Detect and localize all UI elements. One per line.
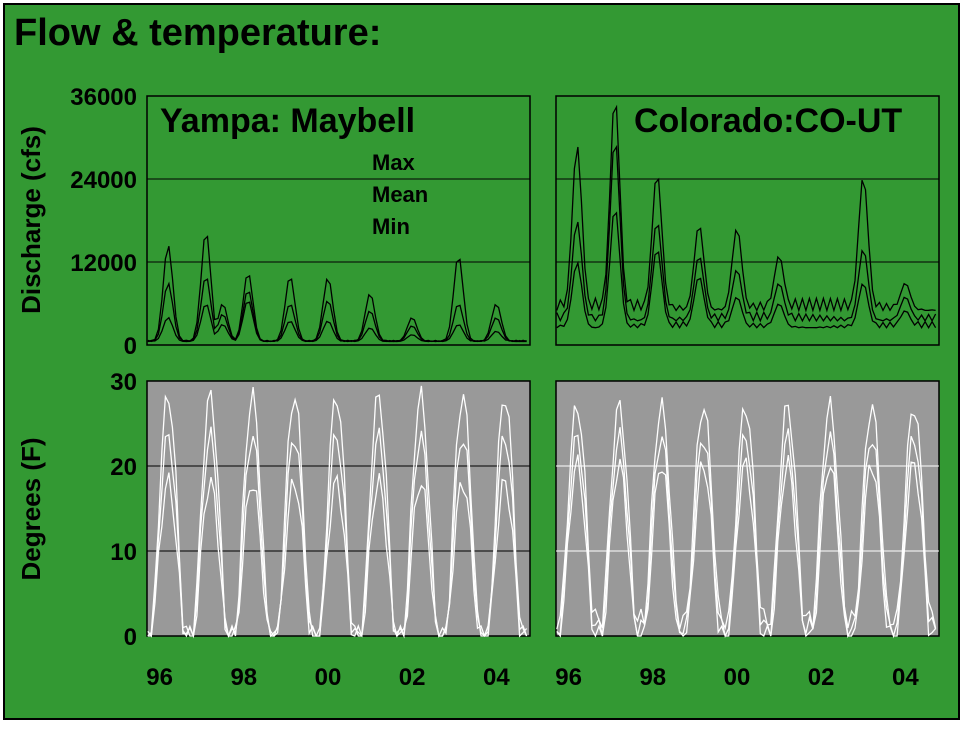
x-tick-label: 02 <box>808 664 835 691</box>
colorado-flow-panel <box>555 95 940 346</box>
x-tick-label: 96 <box>146 664 173 691</box>
series-line-min <box>556 211 937 329</box>
yampa-flow-panel <box>146 95 531 346</box>
series-line-mean <box>556 427 937 639</box>
x-tick-label: 00 <box>315 664 342 691</box>
y-tick-label: 36000 <box>70 84 137 111</box>
series-line-mean <box>147 278 527 343</box>
page-title: Flow & temperature: <box>14 12 382 54</box>
y-tick-label: 30 <box>110 369 137 396</box>
series-line-max <box>147 235 527 343</box>
legend-max: Max <box>372 150 416 175</box>
series-line-mean <box>556 144 937 323</box>
legend-mean: Mean <box>372 182 428 207</box>
series-line-min <box>147 301 527 343</box>
series-line-min <box>147 472 528 639</box>
y-tick-label: 0 <box>124 624 137 651</box>
series-line-max <box>556 396 937 631</box>
x-tick-label: 04 <box>892 664 919 691</box>
y-tick-label: 0 <box>124 333 137 360</box>
x-tick-label: 96 <box>555 664 582 691</box>
yampa-panel-title: Yampa: Maybell <box>160 102 415 140</box>
discharge-axis-label: Discharge (cfs) <box>16 126 46 314</box>
y-tick-label: 12000 <box>70 250 137 277</box>
colorado-temp-panel <box>555 380 940 637</box>
legend-min: Min <box>372 214 410 239</box>
series-line-max <box>556 104 936 313</box>
x-tick-label: 04 <box>483 664 510 691</box>
x-tick-label: 98 <box>230 664 257 691</box>
y-tick-label: 24000 <box>70 167 137 194</box>
series-line-mean <box>147 426 528 638</box>
x-tick-label: 02 <box>399 664 426 691</box>
series-line-max <box>147 385 528 639</box>
series-line-min <box>556 454 937 638</box>
y-tick-label: 20 <box>110 454 137 481</box>
yampa-temp-panel <box>146 380 531 637</box>
x-tick-label: 00 <box>724 664 751 691</box>
colorado-panel-title: Colorado:CO-UT <box>634 102 902 140</box>
x-tick-label: 98 <box>639 664 666 691</box>
y-tick-label: 10 <box>110 539 137 566</box>
degrees-axis-label: Degrees (F) <box>16 437 46 580</box>
